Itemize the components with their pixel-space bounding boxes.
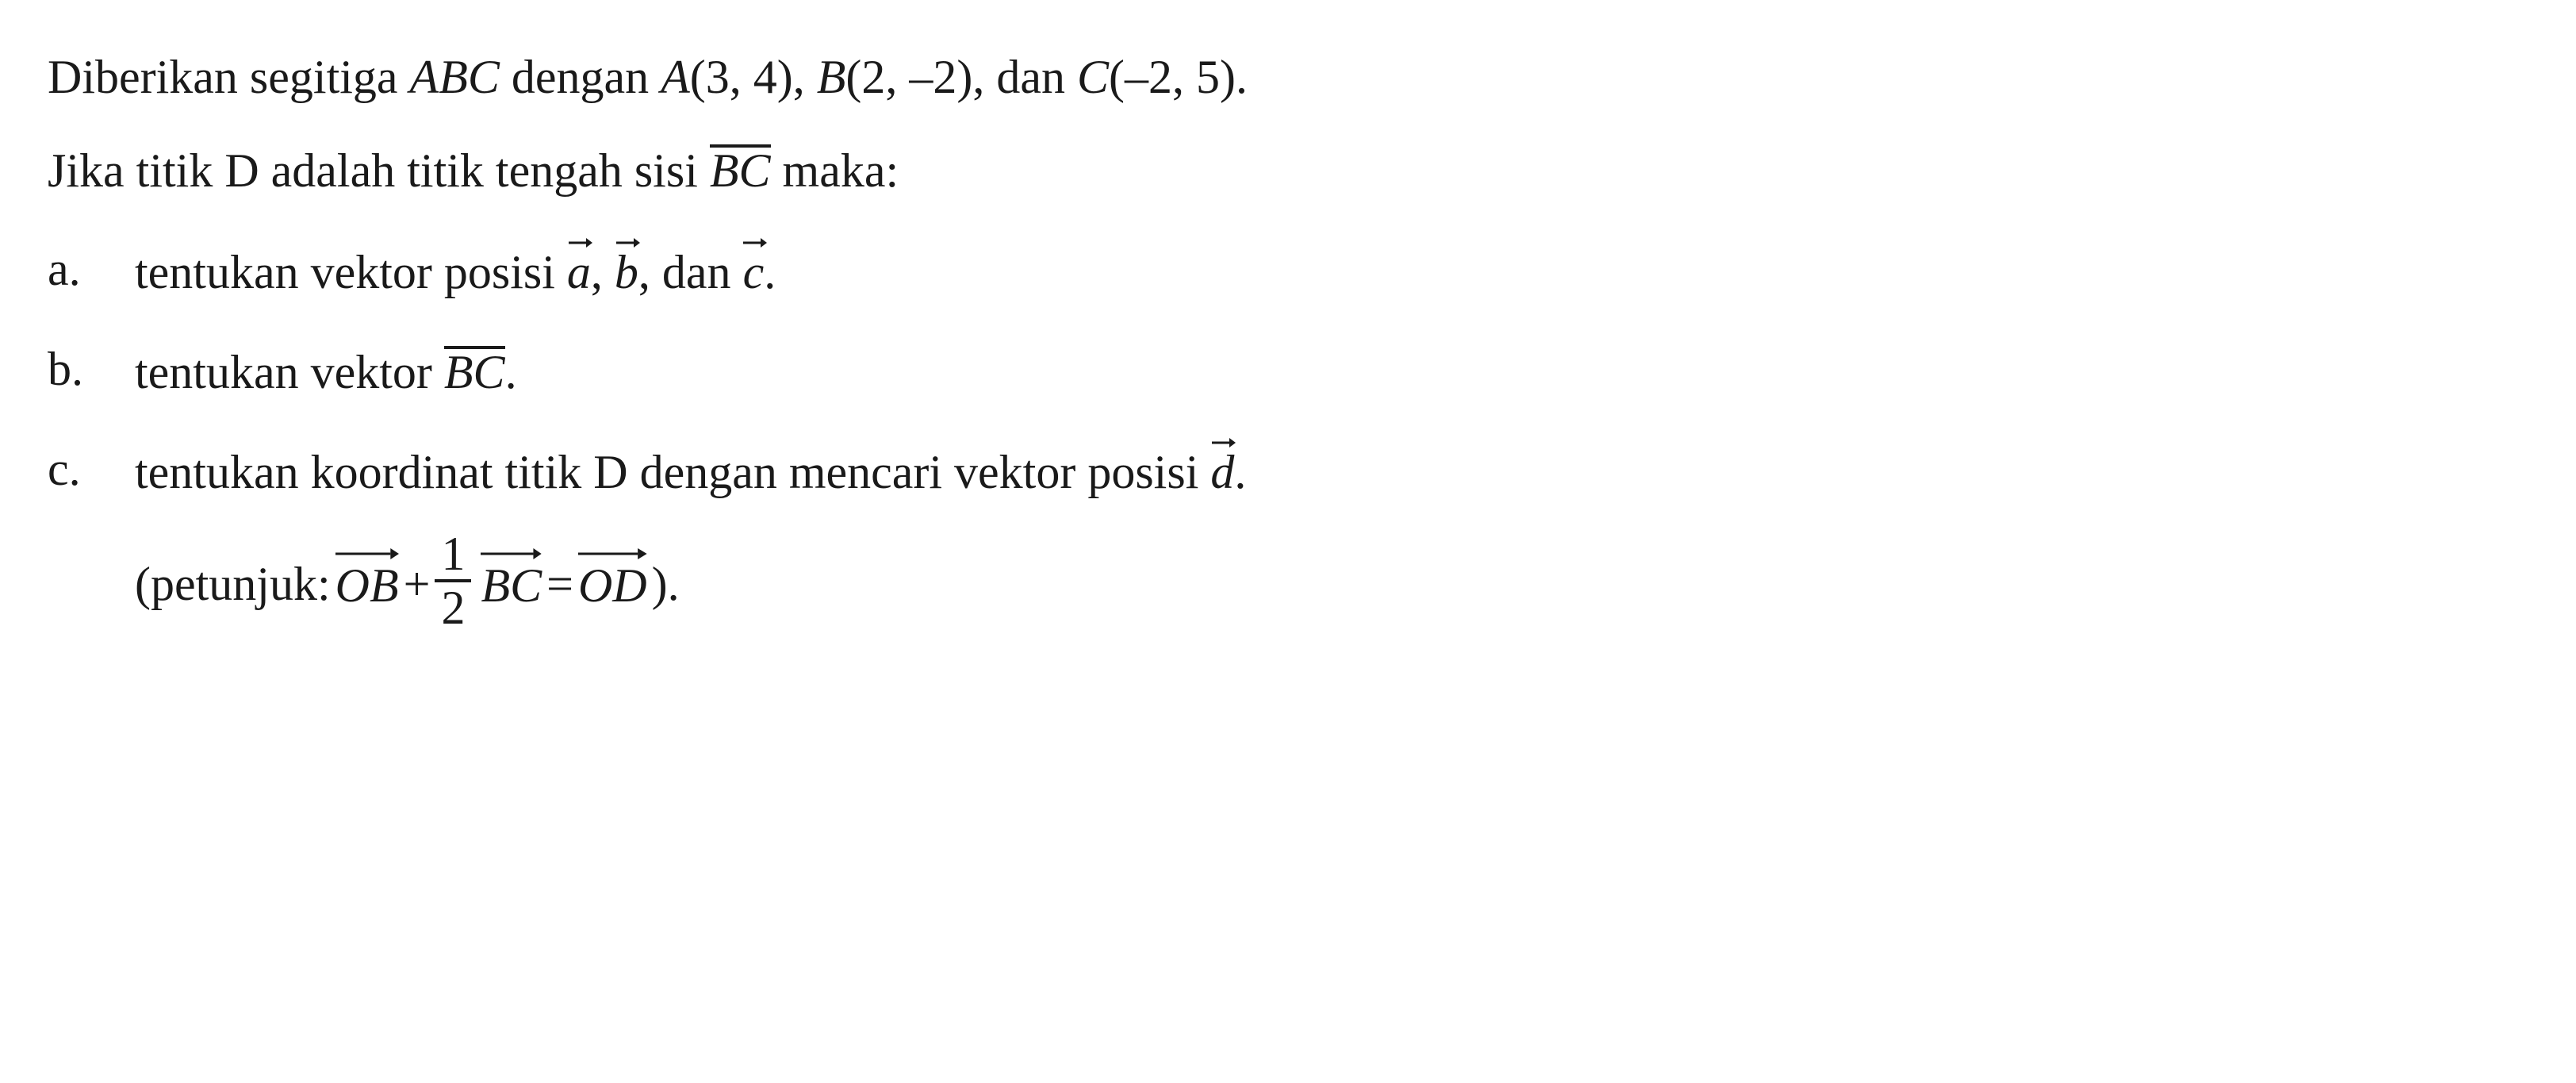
vector-ob: OB xyxy=(335,537,399,631)
triangle-abc: ABC xyxy=(410,51,500,103)
fraction-half: 1 2 xyxy=(435,530,471,632)
list-marker-a: a. xyxy=(48,224,135,314)
intro-line-1: Diberikan segitiga ABC dengan A(3, 4), B… xyxy=(48,32,2528,122)
text-segment: Jika titik D adalah titik tengah sisi xyxy=(48,144,710,197)
vector-d: d xyxy=(1210,424,1234,517)
list-content-c: tentukan koordinat titik D dengan mencar… xyxy=(135,424,2528,635)
fraction-numerator: 1 xyxy=(435,530,471,582)
vector-a-label: a xyxy=(567,246,591,298)
vector-ob-label: OB xyxy=(335,559,399,612)
list-item-a: a. tentukan vektor posisi a, b, dan c. xyxy=(48,224,2528,317)
coords-a: (3, 4), xyxy=(690,51,817,103)
text-segment: dengan xyxy=(500,51,661,103)
plus-sign: + xyxy=(404,539,431,629)
vector-d-label: d xyxy=(1210,446,1234,498)
text-segment: tentukan koordinat titik D dengan mencar… xyxy=(135,446,1210,498)
vector-bc: BC xyxy=(481,537,542,631)
segment-bc-overline: BC xyxy=(710,122,771,216)
coords-b: (2, –2), dan xyxy=(845,51,1077,103)
text-segment: tentukan vektor xyxy=(135,346,444,398)
intro-line-2: Jika titik D adalah titik tengah sisi BC… xyxy=(48,122,2528,216)
vector-a: a xyxy=(567,224,591,317)
vector-bc-label: BC xyxy=(481,559,542,612)
list-item-c: c. tentukan koordinat titik D dengan men… xyxy=(48,424,2528,635)
vector-c-label: c xyxy=(743,246,765,298)
item-c-hint: (petunjuk: OB + 1 2 BC = OD ). xyxy=(135,533,2528,635)
list-marker-b: b. xyxy=(48,324,135,414)
segment-bc-label: BC xyxy=(710,144,771,197)
point-b: B xyxy=(817,51,846,103)
list-content-a: tentukan vektor posisi a, b, dan c. xyxy=(135,224,2528,317)
segment-bc-label: BC xyxy=(444,346,505,398)
vector-b: b xyxy=(615,224,638,317)
point-c: C xyxy=(1077,51,1109,103)
item-c-line-1: tentukan koordinat titik D dengan mencar… xyxy=(135,424,2528,517)
text-segment: maka: xyxy=(771,144,899,197)
text-segment: Diberikan segitiga xyxy=(48,51,410,103)
period: . xyxy=(764,246,776,298)
fraction-denominator: 2 xyxy=(435,582,471,632)
period: . xyxy=(505,346,517,398)
problem-intro: Diberikan segitiga ABC dengan A(3, 4), B… xyxy=(48,32,2528,216)
vector-od: OD xyxy=(578,537,647,631)
text-segment: tentukan vektor posisi xyxy=(135,246,567,298)
list-marker-c: c. xyxy=(48,424,135,514)
hint-suffix: ). xyxy=(652,539,680,629)
period: . xyxy=(1234,446,1246,498)
segment-bc-overline: BC xyxy=(444,324,505,417)
vector-b-label: b xyxy=(615,246,638,298)
vector-c: c xyxy=(743,224,765,317)
equals-sign: = xyxy=(546,539,573,629)
list-content-b: tentukan vektor BC. xyxy=(135,324,2528,417)
comma: , xyxy=(591,246,615,298)
coords-c: (–2, 5). xyxy=(1109,51,1248,103)
vector-od-label: OD xyxy=(578,559,647,612)
comma: , dan xyxy=(638,246,743,298)
point-a: A xyxy=(661,51,690,103)
hint-prefix: (petunjuk: xyxy=(135,539,331,629)
list-item-b: b. tentukan vektor BC. xyxy=(48,324,2528,417)
